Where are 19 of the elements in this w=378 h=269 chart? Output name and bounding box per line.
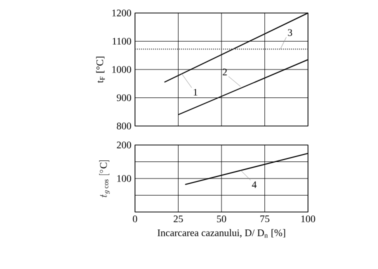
x-tick-label: 75 [260,216,270,222]
y-tick-label: 100 [117,175,132,182]
y-tick-label: 1200 [112,10,132,16]
annotation: 1 [194,88,198,96]
x-tick-label: 0 [132,216,138,222]
x-tick-label: 100 [301,216,316,222]
y-axis-title: t$_{F}$ [°C] [96,56,105,83]
annotation: 3 [288,29,292,36]
x-tick-label: 25 [174,216,183,222]
annotation: 2 [222,68,227,76]
y-tick-label: 1100 [112,38,132,45]
y-axis-title: $t_{g\,\mathrm{cos}}\ [^{\circ}\mathrm{C}]$ [99,160,110,198]
annotation: 4 [252,181,257,188]
y-tick-label: 1000 [112,66,132,73]
y-tick-label: 800 [116,122,132,130]
x-tick-label: 50 [217,216,226,222]
x-axis-title: Incarcarea cazanului, D/ D$_{n}$ [%] [158,229,286,238]
y-tick-label: 200 [116,142,132,148]
y-tick-label: 900 [116,94,132,102]
